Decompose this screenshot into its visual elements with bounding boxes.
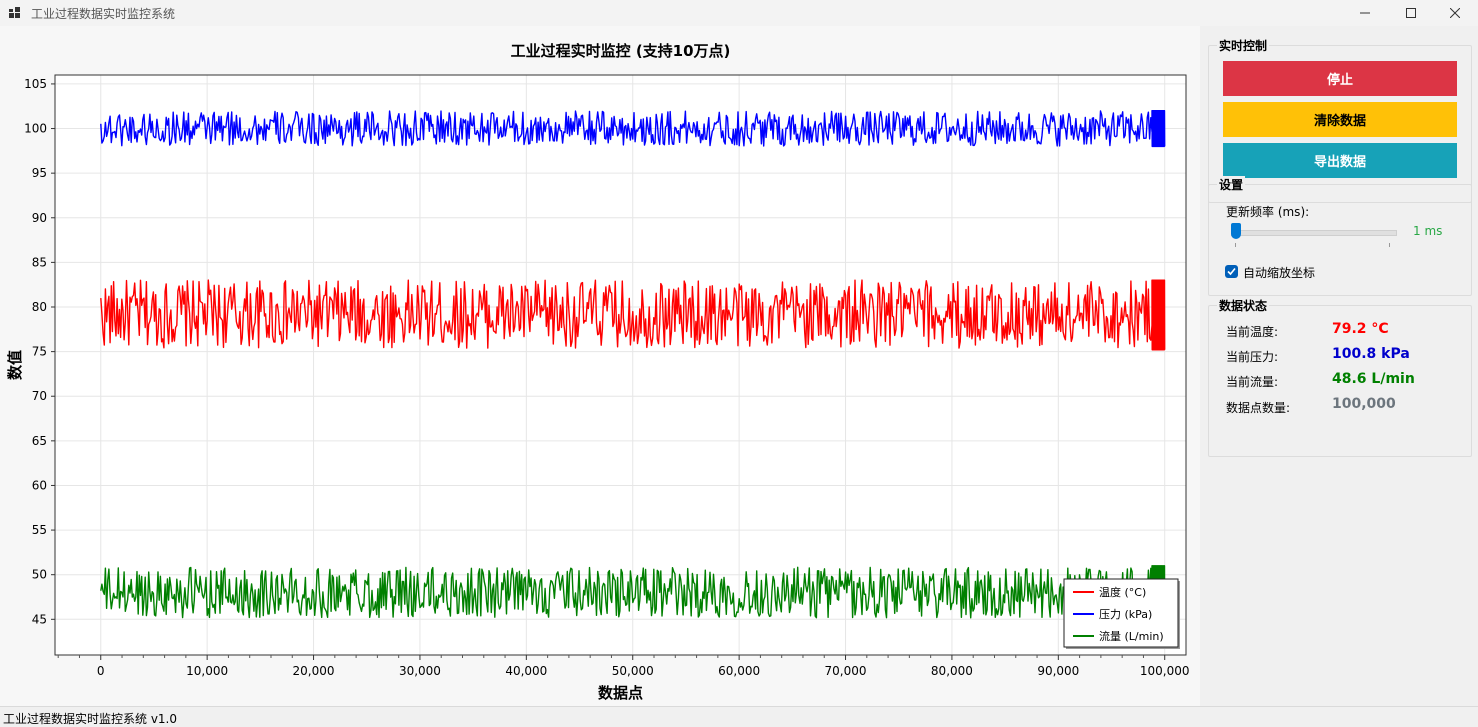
export-data-button[interactable]: 导出数据 xyxy=(1223,143,1457,178)
y-tick-label-10: 95 xyxy=(32,166,47,180)
point-count-value: 100,000 xyxy=(1332,396,1396,412)
y-tick-label-2: 55 xyxy=(32,523,47,537)
maximize-icon xyxy=(1406,8,1416,18)
x-tick-label-5: 50,000 xyxy=(612,664,654,678)
settings-title: 设置 xyxy=(1217,176,1246,193)
autoscale-label: 自动缩放坐标 xyxy=(1243,266,1316,280)
x-tick-label-3: 30,000 xyxy=(399,664,441,678)
y-tick-label-3: 60 xyxy=(32,478,47,492)
y-tick-label-5: 70 xyxy=(32,389,47,403)
close-button[interactable] xyxy=(1432,0,1478,26)
x-tick-label-8: 80,000 xyxy=(931,664,973,678)
sidebar: 实时控制 停止 清除数据 导出数据 设置 更新频率 (ms): 1 ms 自动缩… xyxy=(1200,26,1478,706)
frequency-slider-track[interactable] xyxy=(1231,230,1397,236)
plot-border xyxy=(54,74,1187,656)
y-tick-label-7: 80 xyxy=(32,300,47,314)
current-pressure-value: 100.8 kPa xyxy=(1332,346,1410,362)
current-temp-label: 当前温度: xyxy=(1226,325,1279,339)
y-tick-label-1: 50 xyxy=(32,568,47,582)
status-bar: 工业过程数据实时监控系统 v1.0 xyxy=(0,706,1478,726)
x-tick-label-6: 60,000 xyxy=(718,664,760,678)
point-count-label: 数据点数量: xyxy=(1226,401,1291,415)
x-tick-label-7: 70,000 xyxy=(825,664,867,678)
x-axis-label: 数据点 xyxy=(598,684,643,702)
autoscale-checkbox[interactable] xyxy=(1225,265,1238,278)
y-tick-label-12: 105 xyxy=(24,77,47,91)
y-tick-label-6: 75 xyxy=(32,345,47,359)
y-axis-label: 数值 xyxy=(6,350,24,380)
line-chart[interactable]: 45 50 55 60 65 70 75 80 85 90 95 100 105 0 10,000 20,00… xyxy=(0,26,1200,706)
x-tick-label-2: 20,000 xyxy=(293,664,335,678)
y-tick-label-8: 85 xyxy=(32,255,47,269)
series-line-1 xyxy=(100,109,1166,148)
status-bar-text: 工业过程数据实时监控系统 v1.0 xyxy=(3,712,178,726)
realtime-control-title: 实时控制 xyxy=(1217,37,1270,54)
y-tick-label-11: 100 xyxy=(24,122,47,136)
x-tick-label-0: 0 xyxy=(97,664,105,678)
app-grid-icon xyxy=(9,7,20,18)
current-flow-label: 当前流量: xyxy=(1226,375,1279,389)
x-tick-label-9: 90,000 xyxy=(1037,664,1079,678)
y-tick-label-4: 65 xyxy=(32,434,47,448)
chart-title: 工业过程实时监控 (支持10万点) xyxy=(511,42,731,60)
legend-label-0: 温度 (°C) xyxy=(1099,585,1146,599)
data-status-title: 数据状态 xyxy=(1217,297,1270,314)
plot-area[interactable] xyxy=(55,75,1186,655)
current-flow-value: 48.6 L/min xyxy=(1332,371,1415,387)
legend-label-1: 压力 (kPa) xyxy=(1099,608,1152,621)
chart-panel[interactable]: 45 50 55 60 65 70 75 80 85 90 95 100 105 0 10,000 20,00… xyxy=(0,26,1200,706)
series-line-0 xyxy=(100,279,1166,351)
maximize-button[interactable] xyxy=(1388,0,1434,26)
slider-tick-start xyxy=(1235,243,1236,247)
x-tick-label-10: 100,000 xyxy=(1140,664,1190,678)
series-line-2 xyxy=(100,565,1166,619)
current-temp-value: 79.2 °C xyxy=(1332,321,1389,337)
y-tick-label-9: 90 xyxy=(32,211,47,225)
close-icon xyxy=(1450,8,1460,18)
frequency-value: 1 ms xyxy=(1413,224,1443,238)
minimize-icon xyxy=(1360,12,1370,14)
settings-group: 设置 更新频率 (ms): 1 ms 自动缩放坐标 xyxy=(1208,176,1472,296)
x-tick-label-4: 40,000 xyxy=(505,664,547,678)
frequency-slider-thumb[interactable] xyxy=(1231,223,1241,239)
clear-data-button[interactable]: 清除数据 xyxy=(1223,102,1457,137)
realtime-control-group: 实时控制 停止 清除数据 导出数据 xyxy=(1208,37,1472,203)
legend-label-2: 流量 (L/min) xyxy=(1099,629,1164,643)
x-tick-label-1: 10,000 xyxy=(186,664,228,678)
y-tick-label-0: 45 xyxy=(32,612,47,626)
stop-button[interactable]: 停止 xyxy=(1223,61,1457,96)
window-title: 工业过程数据实时监控系统 xyxy=(31,7,176,21)
minimize-button[interactable] xyxy=(1342,0,1388,26)
checkmark-icon xyxy=(1227,267,1236,276)
current-pressure-label: 当前压力: xyxy=(1226,350,1279,364)
data-status-group: 数据状态 当前温度: 79.2 °C 当前压力: 100.8 kPa 当前流量:… xyxy=(1208,297,1472,457)
slider-tick-end xyxy=(1389,243,1390,247)
title-bar: 工业过程数据实时监控系统 xyxy=(0,0,1478,26)
update-frequency-label: 更新频率 (ms): xyxy=(1226,205,1310,219)
